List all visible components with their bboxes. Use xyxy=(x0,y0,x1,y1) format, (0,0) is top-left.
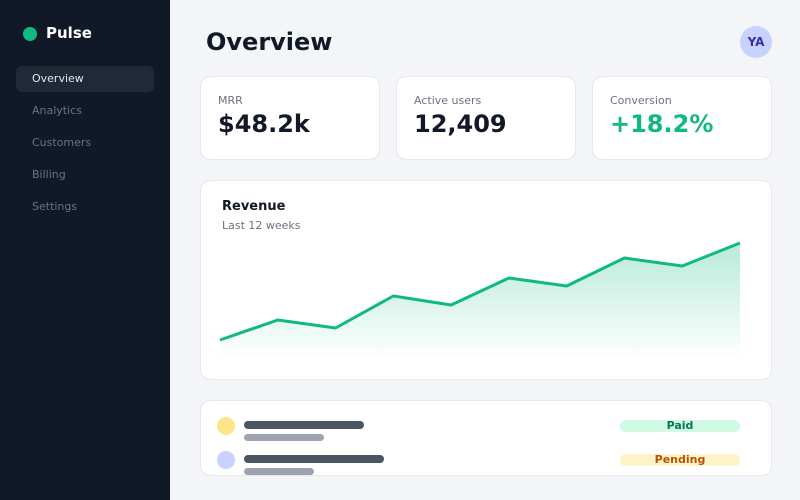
brand-dot xyxy=(23,27,37,41)
chart-title: Revenue xyxy=(222,199,286,214)
area-fill xyxy=(220,243,740,360)
page-title: Overview xyxy=(206,28,333,56)
nav-item[interactable]: Analytics xyxy=(32,104,82,117)
sidebar: Pulse Overview Analytics Customers Billing S… xyxy=(0,0,170,500)
avatar[interactable]: YA xyxy=(740,26,772,58)
kpi-value: 12,409 xyxy=(414,110,507,138)
brand: Pulse xyxy=(46,24,92,42)
status-badge: Paid xyxy=(620,420,740,432)
kpi-label: MRR xyxy=(218,94,243,107)
kpi-card: MRR $48.2k xyxy=(200,76,380,160)
chart-subtitle: Last 12 weeks xyxy=(222,219,301,232)
row-icon xyxy=(217,417,235,435)
table-card: Paid Pending xyxy=(200,400,772,476)
nav-item[interactable]: Overview xyxy=(16,66,154,92)
kpi-label: Conversion xyxy=(610,94,672,107)
placeholder xyxy=(244,455,384,463)
kpi-label: Active users xyxy=(414,94,482,107)
kpi-card: Active users 12,409 xyxy=(396,76,576,160)
nav-item[interactable]: Billing xyxy=(32,168,66,181)
kpi-value: $48.2k xyxy=(218,110,310,138)
status-badge: Pending xyxy=(620,454,740,466)
placeholder xyxy=(244,468,314,475)
line xyxy=(219,241,741,342)
placeholder xyxy=(244,434,324,441)
placeholder xyxy=(244,421,364,429)
kpi-card: Conversion +18.2% xyxy=(592,76,772,160)
nav-item[interactable]: Settings xyxy=(32,200,78,213)
row-icon xyxy=(217,451,235,469)
nav-item[interactable]: Customers xyxy=(32,136,92,149)
kpi-value: +18.2% xyxy=(610,110,714,138)
